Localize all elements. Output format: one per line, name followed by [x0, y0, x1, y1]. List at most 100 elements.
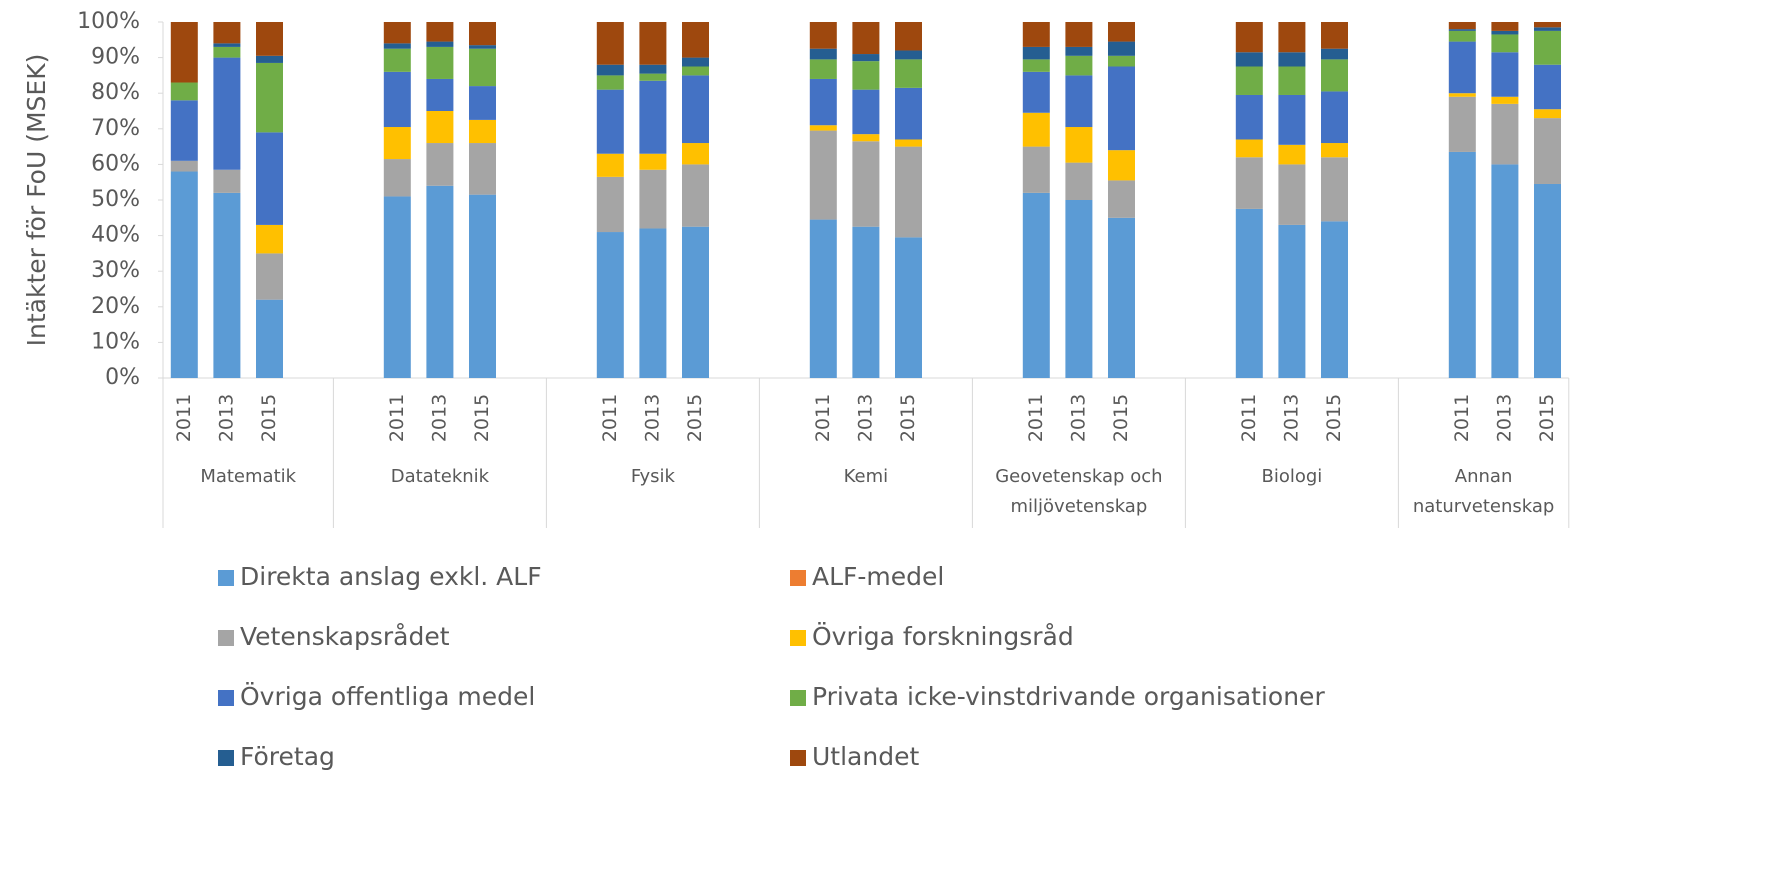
bar-segment [639, 80, 667, 154]
group-label-box: Biologi [1261, 466, 1322, 487]
x-tick-label: 2015 [471, 394, 493, 442]
legend-swatch [790, 570, 806, 586]
x-tick-label: 2015 [258, 394, 280, 442]
bar-segment [682, 164, 709, 227]
x-tick-label: 2015 [684, 394, 706, 442]
legend-swatch [790, 690, 806, 706]
group-label: Fysik [630, 466, 675, 487]
bar-segment [426, 111, 454, 144]
y-tick-label: 70% [91, 116, 140, 141]
bar-segment [1448, 93, 1476, 97]
bar-segment [1108, 180, 1135, 218]
bar-segment [596, 89, 624, 154]
bar-segment [469, 119, 496, 144]
bar-segment [383, 22, 411, 44]
legend-label: Vetenskapsrådet [240, 622, 450, 651]
bar-segment [639, 153, 667, 170]
bar-segment [682, 226, 709, 378]
x-tick-label: 2011 [386, 394, 408, 442]
bar-segment [1235, 157, 1263, 209]
bar-segment [170, 160, 198, 172]
bar-segment [1278, 66, 1306, 95]
bar-segment [1278, 224, 1306, 378]
x-tick-label: 2011 [599, 394, 621, 442]
bar-segment [1022, 192, 1050, 378]
x-tick-label: 2011 [1238, 394, 1260, 442]
bar-segment [1108, 217, 1135, 378]
x-tick-label: 2013 [1280, 394, 1302, 442]
bar-segment [1321, 48, 1348, 60]
y-tick-label: 0% [105, 365, 140, 390]
bar-segment [596, 176, 624, 233]
bar-segment [1022, 59, 1050, 72]
bar-segment [1491, 22, 1519, 31]
bar-segment [682, 75, 709, 144]
bar-segment [596, 22, 624, 65]
bar-segment [1534, 30, 1561, 65]
bar-segment [596, 75, 624, 90]
x-tick-label: 2013 [1067, 394, 1089, 442]
bar-segment [809, 219, 837, 378]
bar-segment [1491, 164, 1519, 378]
bar-segment [895, 87, 922, 140]
legend-label: Företag [240, 742, 335, 771]
bar-segment [682, 143, 709, 165]
bar-segment [1278, 94, 1306, 145]
y-axis-label: Intäkter för FoU (MSEK) [22, 54, 51, 347]
bar-segment [1448, 41, 1476, 94]
bar-segment [170, 82, 198, 101]
x-tick-label: 2013 [641, 394, 663, 442]
bar-segment [213, 192, 241, 378]
bar-segment [1065, 75, 1093, 128]
legend-swatch [218, 750, 234, 766]
bar-segment [596, 232, 624, 378]
bar-segment [1448, 151, 1476, 378]
legend-swatch [218, 690, 234, 706]
bar-segment [426, 22, 454, 42]
bar-segment [639, 228, 667, 378]
group-label-box: Kemi [844, 466, 889, 487]
bar-segment [1448, 30, 1476, 42]
x-tick-label: 2015 [1323, 394, 1345, 442]
bar-segment [1065, 200, 1093, 378]
bar-segment [1065, 46, 1093, 56]
legend-label: Övriga forskningsråd [812, 622, 1074, 651]
bar-segment [895, 59, 922, 88]
bar-segment [596, 64, 624, 76]
y-tick-label: 30% [91, 258, 140, 283]
bar-segment [469, 48, 496, 87]
y-tick-label: 50% [91, 187, 140, 212]
x-tick-label: 2013 [854, 394, 876, 442]
bar-segment [1278, 22, 1306, 53]
bar-segment [895, 22, 922, 51]
bar-segment [469, 86, 496, 120]
bar-segment [1534, 22, 1561, 28]
bar-segment [682, 22, 709, 58]
y-tick-label: 80% [91, 80, 140, 105]
bar-segment [1108, 55, 1135, 67]
bar-segment [383, 196, 411, 378]
group-label-box: Fysik [630, 466, 675, 487]
bar-segment [1534, 183, 1561, 378]
legend-swatch [790, 750, 806, 766]
legend-swatch [218, 630, 234, 646]
bar-segment [1108, 41, 1135, 56]
bar-segment [1235, 139, 1263, 158]
group-label-box: Matematik [200, 466, 297, 487]
bar-segment [809, 78, 837, 126]
legend-label: Utlandet [812, 742, 919, 771]
bar-segment [1491, 34, 1519, 53]
bar-segment [1108, 22, 1135, 42]
bar-segment [1022, 22, 1050, 47]
bar-segment [256, 62, 283, 133]
bar-segment [170, 22, 198, 83]
y-tick-label: 60% [91, 151, 140, 176]
bar-segment [1022, 71, 1050, 113]
group-label: Matematik [200, 466, 297, 487]
bar-segment [1491, 103, 1519, 165]
y-tick-label: 90% [91, 45, 140, 70]
x-tick-label: 2011 [812, 394, 834, 442]
bar-segment [852, 141, 880, 227]
bar-segment [256, 299, 283, 378]
bar-segment [1534, 109, 1561, 119]
